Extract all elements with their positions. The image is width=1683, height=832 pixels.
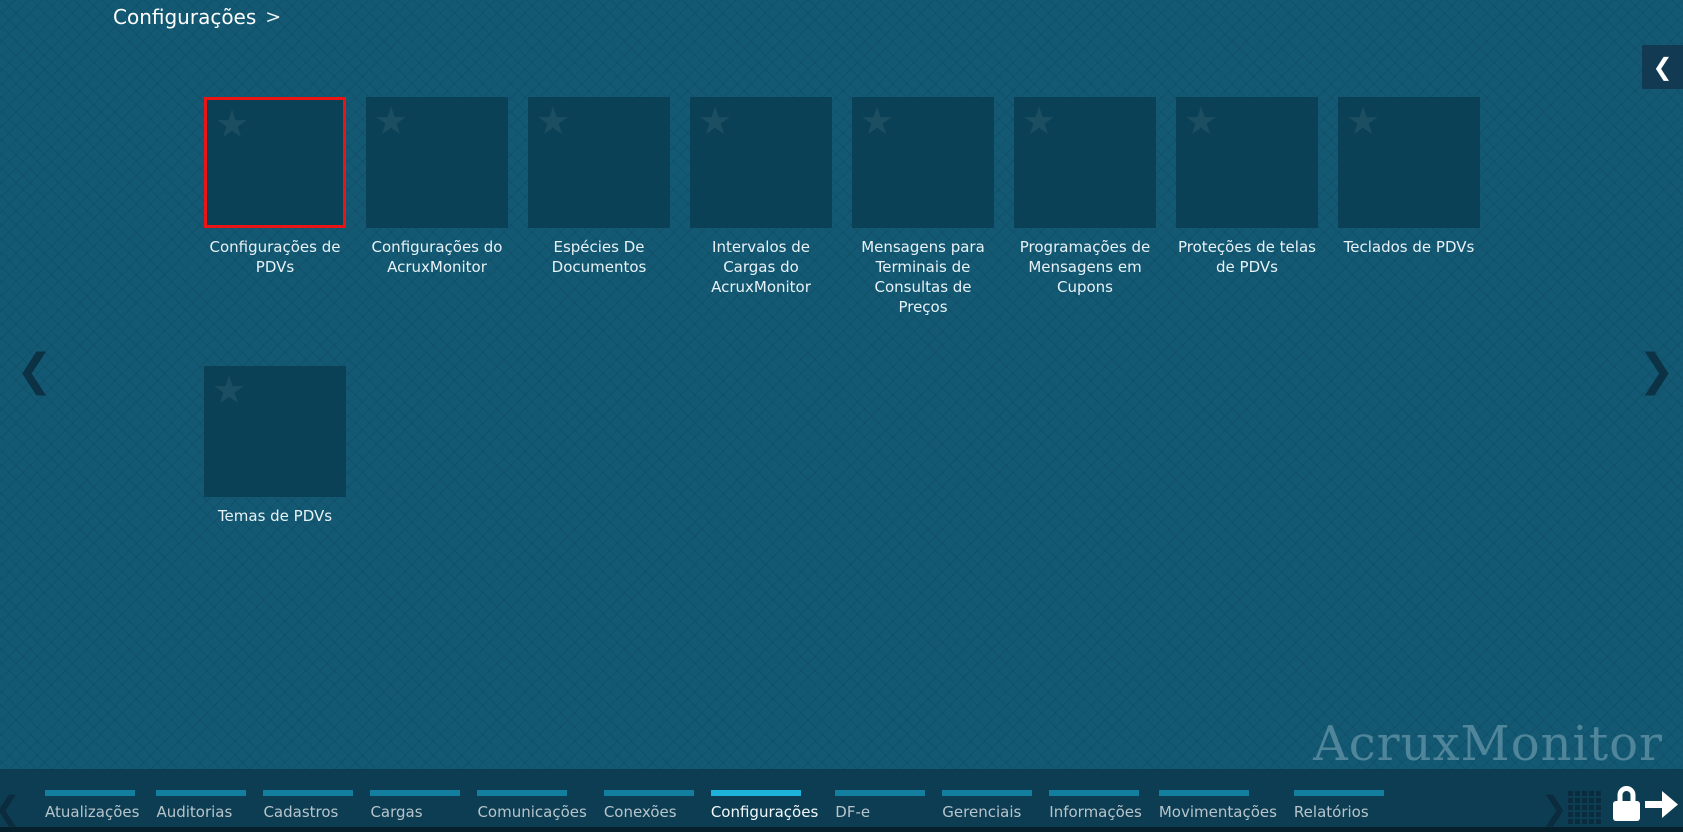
favorite-star-icon[interactable]: ★ [1346,99,1381,143]
favorite-star-icon[interactable]: ★ [860,99,895,143]
card-mensagens-terminais-consultas: ★ Mensagens para Terminais de Consultas … [852,97,994,366]
tab-relatorios[interactable]: Relatórios [1293,790,1384,821]
tab-accent-bar [477,790,568,796]
tab-label: Configurações [710,803,819,821]
tab-gerenciais[interactable]: Gerenciais [942,790,1033,821]
acruxmonitor-logo: AcruxMonitor [1313,716,1663,772]
bottom-tab-bar: ❮ Atualizações Auditorias Cadastros Carg… [0,769,1683,827]
page-previous-arrow[interactable]: ❮ [16,345,53,396]
tab-informacoes[interactable]: Informações [1049,790,1142,821]
tab-accent-bar [1293,790,1384,796]
menu-tile[interactable]: ★ [204,366,346,497]
tab-label: Informações [1049,803,1142,821]
favorite-star-icon[interactable]: ★ [374,99,409,143]
page-next-arrow[interactable]: ❯ [1638,345,1675,396]
collapse-panel-button[interactable]: ❮ [1642,45,1683,89]
tabs-scroll-right-arrow[interactable]: ❯ [1541,789,1568,827]
favorite-star-icon[interactable]: ★ [215,102,250,146]
menu-card-label: Intervalos de Cargas do AcruxMonitor [711,238,811,296]
tab-configuracoes[interactable]: Configurações [710,790,819,821]
favorite-star-icon[interactable]: ★ [698,99,733,143]
tab-accent-bar [1049,790,1140,796]
menu-card-label: Configurações de PDVs [209,238,341,276]
menu-tile[interactable]: ★ [528,97,670,228]
breadcrumb-chevron-icon: > [265,6,282,28]
favorite-star-icon[interactable]: ★ [212,368,247,412]
card-especies-de-documentos: ★ Espécies De Documentos [528,97,670,366]
tab-label: Atualizações [45,803,140,821]
tab-accent-bar [156,790,247,796]
menu-card-label: Teclados de PDVs [1343,238,1475,256]
favorite-star-icon[interactable]: ★ [1022,99,1057,143]
tab-accent-bar [45,790,135,796]
breadcrumb[interactable]: Configurações > [113,5,281,29]
tab-label: Gerenciais [942,803,1022,821]
tab-movimentacoes[interactable]: Movimentações [1158,790,1277,821]
chevron-left-icon: ❮ [1652,53,1673,81]
menu-tile[interactable]: ★ [852,97,994,228]
card-teclados-de-pdvs: ★ Teclados de PDVs [1338,97,1480,366]
card-programacoes-mensagens-cupons: ★ Programações de Mensagens em Cupons [1014,97,1156,366]
menu-card-label: Temas de PDVs [217,507,333,525]
tab-label: Comunicações [477,803,587,821]
tab-label: Conexões [603,803,677,821]
card-configuracoes-de-pdvs: ★ Configurações de PDVs [204,97,346,366]
menu-card-label: Programações de Mensagens em Cupons [1019,238,1151,296]
tab-label: Relatórios [1293,803,1369,821]
tab-accent-bar [263,790,354,796]
tab-label: Movimentações [1158,803,1277,821]
tab-accent-bar [370,790,461,796]
menu-card-label: Espécies De Documentos [551,238,647,276]
tab-label: Cadastros [263,803,339,821]
tab-accent-bar [835,790,926,796]
tab-cadastros[interactable]: Cadastros [263,790,354,821]
tab-label: DF-e [835,803,871,821]
tab-df-e[interactable]: DF-e [835,790,926,821]
tab-label: Cargas [370,803,423,821]
tab-label: Auditorias [156,803,233,821]
menu-tile[interactable]: ★ [1176,97,1318,228]
tab-accent-bar [942,790,1033,796]
card-protecoes-de-telas: ★ Proteções de telas de PDVs [1176,97,1318,366]
tab-cargas[interactable]: Cargas [370,790,461,821]
breadcrumb-label: Configurações [113,5,257,29]
exit-arrow-icon[interactable] [1645,791,1678,822]
tab-auditorias[interactable]: Auditorias [156,790,247,821]
tab-accent-bar [1158,790,1249,796]
tab-accent-bar [603,790,694,796]
tab-list: Atualizações Auditorias Cadastros Cargas… [45,790,1384,821]
card-intervalos-de-cargas: ★ Intervalos de Cargas do AcruxMonitor [690,97,832,366]
grid-menu-icon[interactable] [1568,791,1601,824]
favorite-star-icon[interactable]: ★ [1184,99,1219,143]
menu-tile[interactable]: ★ [690,97,832,228]
menu-tile[interactable]: ★ [204,97,346,228]
tabs-scroll-left-arrow[interactable]: ❮ [0,791,21,825]
tab-accent-bar [710,790,801,796]
favorite-star-icon[interactable]: ★ [536,99,571,143]
menu-card-label: Proteções de telas de PDVs [1178,238,1316,276]
menu-tile[interactable]: ★ [366,97,508,228]
lock-icon[interactable] [1611,785,1641,826]
menu-card-label: Configurações do AcruxMonitor [371,238,503,276]
tab-comunicacoes[interactable]: Comunicações [477,790,587,821]
menu-card-grid: ★ Configurações de PDVs ★ Configurações … [204,97,1504,635]
menu-tile[interactable]: ★ [1338,97,1480,228]
card-configuracoes-do-acruxmonitor: ★ Configurações do AcruxMonitor [366,97,508,366]
card-temas-de-pdvs: ★ Temas de PDVs [204,366,346,635]
bottom-edge-strip [0,827,1683,832]
tab-conexoes[interactable]: Conexões [603,790,694,821]
menu-tile[interactable]: ★ [1014,97,1156,228]
menu-card-label: Mensagens para Terminais de Consultas de… [861,238,985,316]
tab-atualizacoes[interactable]: Atualizações [45,790,139,821]
